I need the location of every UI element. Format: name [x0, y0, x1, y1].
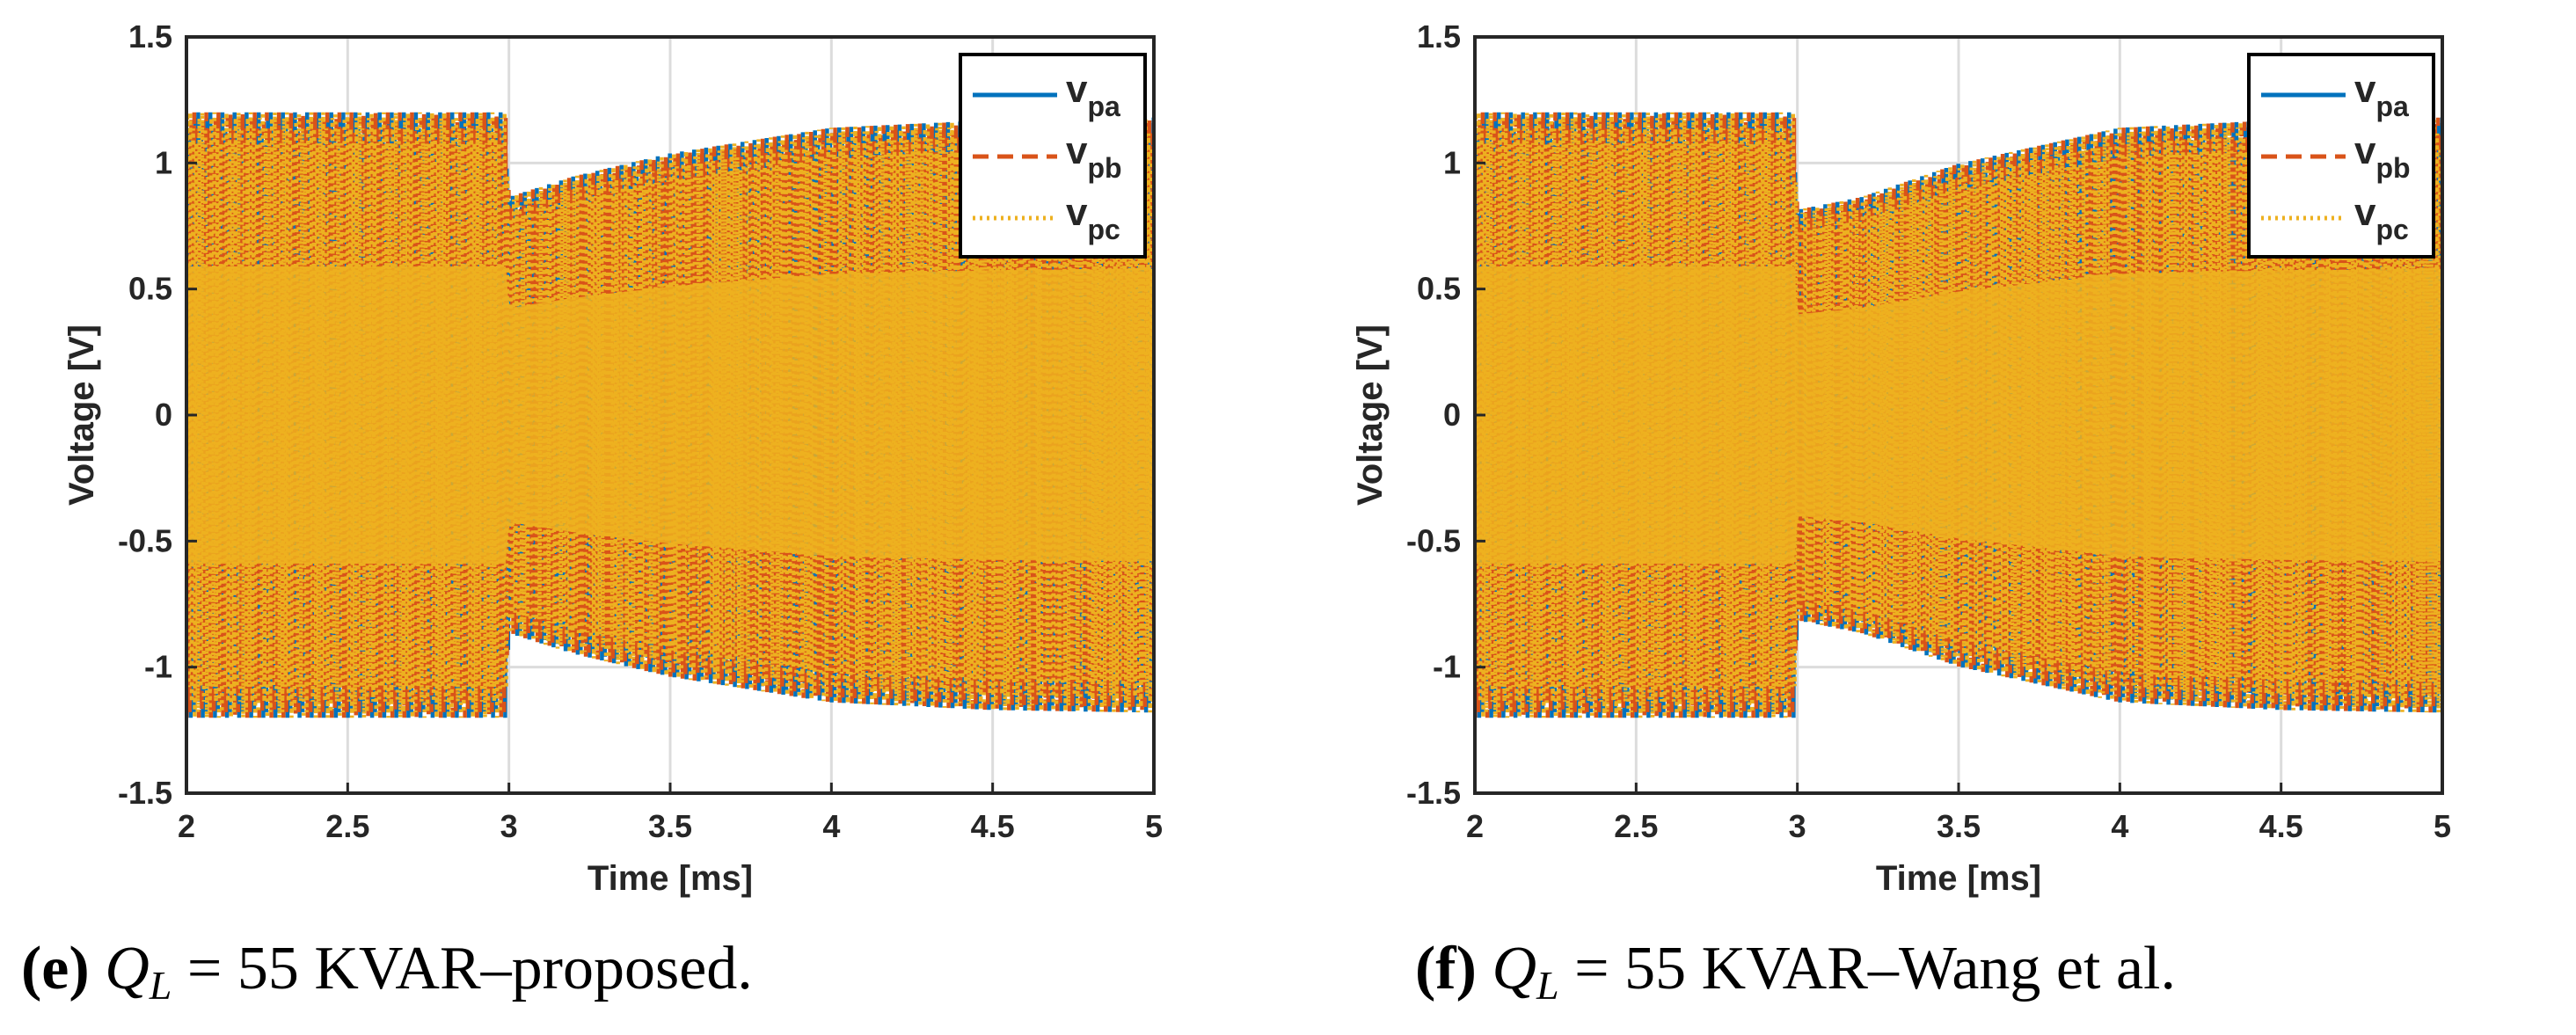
y-tick-label: -1 — [144, 649, 172, 685]
legend-label-pa: vpa — [1066, 68, 1120, 122]
y-tick-label: 1 — [1443, 144, 1461, 180]
legend-label-pb: vpb — [1066, 129, 1122, 184]
legend-label-sub: pc — [2375, 214, 2408, 245]
legend-label-sub: pa — [1087, 91, 1120, 122]
y-axis-label: Voltage [V] — [62, 324, 101, 506]
x-axis-label: Time [ms] — [1876, 859, 2041, 898]
chart-f: 2 2.5 3 3.5 4 4.5 5 -1.5 -1 -0.5 0 0.5 1 1.5 Time [ms]… — [1351, 18, 2451, 898]
legend-label-sub: pc — [1087, 214, 1120, 245]
panel-f: 2 2.5 3 3.5 4 4.5 5 -1.5 -1 -0.5 0 0.5 1 1.5 Time [ms]… — [1288, 0, 2576, 1035]
series-group — [1475, 112, 2442, 718]
y-tick-label: -1.5 — [1406, 775, 1461, 811]
x-axis-label: Time [ms] — [587, 859, 753, 898]
caption-f: (f) QL = 55 KVAR–Wang et al. — [1415, 934, 2176, 1009]
x-tick-label: 5 — [2434, 808, 2451, 844]
y-tick-label: 1 — [155, 144, 172, 180]
legend-label-base: v — [2354, 129, 2376, 172]
x-tick-label: 2 — [178, 808, 195, 844]
y-tick-label: -0.5 — [1406, 522, 1461, 558]
chart-e: 2 2.5 3 3.5 4 4.5 5 -1.5 -1 -0.5 0 0.5 1 1.5 Time [ms]… — [62, 18, 1163, 898]
legend-label-pc: vpc — [2354, 191, 2409, 245]
y-tick-label: 0.5 — [1417, 271, 1461, 307]
y-tick-label: 0 — [1443, 397, 1461, 433]
legend-label-sub: pa — [2375, 91, 2409, 122]
x-tick-label: 3.5 — [1937, 808, 1981, 844]
legend-label-base: v — [1066, 129, 1088, 172]
x-tick-label: 2 — [1466, 808, 1484, 844]
caption-text: = 55 KVAR–Wang et al. — [1558, 935, 2176, 1002]
legend-label-base: v — [1066, 68, 1088, 111]
caption-text: = 55 KVAR–proposed. — [171, 935, 753, 1002]
legend-label-base: v — [1066, 191, 1088, 234]
x-tick-label: 5 — [1145, 808, 1163, 844]
caption-math: QL — [1492, 935, 1559, 1008]
x-tick-label: 4 — [822, 808, 840, 844]
series-band-fill — [1475, 266, 2442, 565]
x-tick-label: 2.5 — [1614, 808, 1658, 844]
x-tick-label: 4 — [2111, 808, 2128, 844]
x-tick-label: 4.5 — [971, 808, 1015, 844]
legend-label-sub: pb — [2375, 152, 2410, 184]
legend-label-base: v — [2354, 68, 2376, 111]
caption-tag: (e) — [21, 935, 90, 1002]
legend-label-base: v — [2354, 191, 2376, 234]
x-tick-label: 2.5 — [325, 808, 369, 844]
legend-label-pc: vpc — [1066, 191, 1120, 245]
y-tick-label: 1.5 — [128, 18, 172, 55]
legend-label-sub: pb — [1087, 152, 1121, 184]
y-tick-label: 0.5 — [128, 271, 172, 307]
y-tick-label: 1.5 — [1417, 18, 1461, 55]
caption-tag: (f) — [1415, 935, 1477, 1002]
y-tick-label: 0 — [155, 397, 172, 433]
caption-math: QL — [105, 935, 172, 1008]
y-axis-label: Voltage [V] — [1351, 324, 1390, 506]
x-tick-label: 3 — [500, 808, 518, 844]
y-tick-label: -1 — [1433, 649, 1461, 685]
caption-e: (e) QL = 55 KVAR–proposed. — [21, 934, 753, 1009]
y-tick-label: -0.5 — [118, 522, 172, 558]
panel-e: 2 2.5 3 3.5 4 4.5 5 -1.5 -1 -0.5 0 0.5 1 1.5 Time [ms]… — [21, 18, 1163, 1009]
legend-label-pb: vpb — [2354, 129, 2411, 184]
x-tick-label: 3.5 — [648, 808, 692, 844]
x-tick-label: 4.5 — [2259, 808, 2303, 844]
y-tick-label: -1.5 — [118, 775, 172, 811]
x-tick-label: 3 — [1789, 808, 1806, 844]
series-band-fill — [186, 266, 1154, 565]
legend-label-pa: vpa — [2354, 68, 2409, 122]
